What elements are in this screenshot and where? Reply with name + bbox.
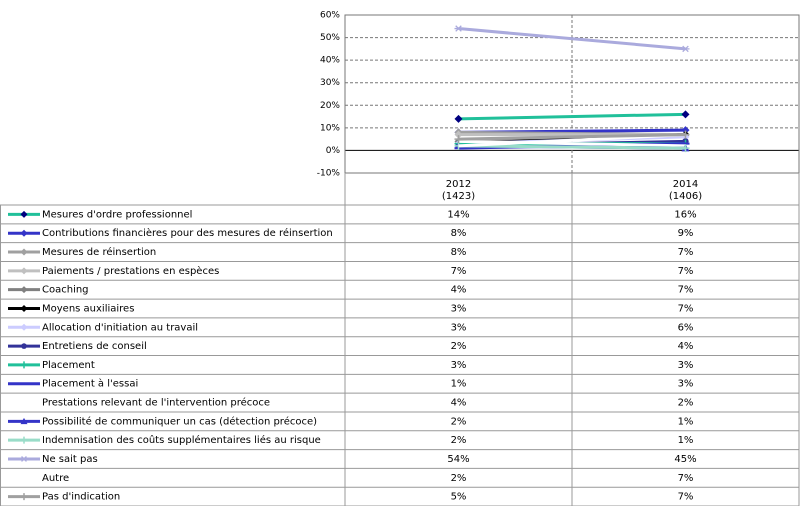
- marker: [454, 114, 463, 123]
- legend-label: Entretiens de conseil: [42, 341, 147, 352]
- marker: [454, 25, 463, 32]
- marker: [454, 130, 463, 139]
- marker: [20, 304, 28, 312]
- table-value: 7%: [678, 492, 694, 503]
- table-value: 7%: [451, 266, 467, 277]
- table-value: 4%: [678, 341, 694, 352]
- legend-label: Placement à l'essai: [42, 378, 138, 390]
- table-value: 3%: [678, 360, 694, 371]
- marker: [20, 436, 28, 444]
- marker: [20, 323, 28, 331]
- marker: [20, 456, 28, 462]
- table-value: 3%: [678, 379, 694, 390]
- marker: [681, 144, 690, 153]
- marker: [20, 493, 28, 501]
- marker: [454, 135, 463, 144]
- legend-label: Mesures d'ordre professionnel: [42, 209, 192, 220]
- marker: [20, 361, 28, 369]
- y-tick-label: 0%: [326, 146, 341, 156]
- table-value: 7%: [678, 473, 694, 484]
- table-value: 45%: [674, 454, 696, 465]
- x-tick-note: (1423): [442, 191, 475, 202]
- legend-label: Paiements / prestations en espèces: [42, 265, 219, 277]
- table-value: 8%: [451, 228, 467, 239]
- table-value: 3%: [451, 303, 467, 314]
- table-value: 2%: [451, 435, 467, 446]
- table-value: 7%: [678, 266, 694, 277]
- series-line: [458, 139, 686, 148]
- table-value: 7%: [678, 285, 694, 296]
- y-tick-label: 50%: [320, 33, 340, 43]
- marker: [20, 229, 28, 237]
- legend-label: Mesures de réinsertion: [42, 246, 156, 258]
- table-value: 2%: [451, 341, 467, 352]
- marker: [681, 126, 690, 135]
- table-value: 1%: [678, 435, 694, 446]
- legend-label: Ne sait pas: [42, 454, 98, 465]
- marker: [20, 267, 28, 275]
- legend-label: Autre: [42, 473, 69, 484]
- marker: [681, 110, 690, 119]
- marker: [681, 130, 690, 139]
- series-line: [458, 133, 686, 141]
- table-value: 2%: [451, 416, 467, 427]
- legend-label: Possibilité de communiquer un cas (détec…: [42, 415, 317, 427]
- marker: [20, 286, 28, 294]
- table-value: 4%: [451, 398, 467, 409]
- y-tick-label: -10%: [317, 169, 341, 179]
- table-value: 5%: [451, 492, 467, 503]
- x-tick-note: (1406): [669, 191, 702, 202]
- table-value: 3%: [451, 360, 467, 371]
- table-value: 4%: [451, 285, 467, 296]
- marker: [20, 210, 28, 218]
- series-line: [458, 112, 686, 121]
- legend-label: Indemnisation des coûts supplémentaires …: [42, 434, 321, 446]
- table-value: 7%: [678, 303, 694, 314]
- legend-label: Moyens auxiliaires: [42, 303, 134, 314]
- marker: [21, 343, 27, 349]
- table-value: 7%: [678, 247, 694, 258]
- legend-label: Coaching: [42, 285, 89, 296]
- y-tick-label: 60%: [320, 11, 340, 21]
- x-tick-label: 2014: [673, 179, 698, 190]
- legend-label: Pas d'indication: [42, 492, 120, 503]
- marker: [681, 45, 690, 53]
- table-value: 16%: [674, 209, 696, 220]
- table-value: 6%: [678, 322, 694, 333]
- table-value: 1%: [678, 416, 694, 427]
- table-value: 9%: [678, 228, 694, 239]
- y-tick-label: 10%: [320, 123, 340, 133]
- legend-label: Contributions financières pour des mesur…: [42, 227, 333, 239]
- legend-label: Allocation d'initiation au travail: [42, 322, 198, 333]
- table-value: 3%: [451, 322, 467, 333]
- y-tick-label: 40%: [320, 56, 340, 66]
- table-value: 8%: [451, 247, 467, 258]
- series-line: [458, 144, 686, 150]
- table-value: 14%: [447, 209, 469, 220]
- series-line: [458, 27, 686, 51]
- y-tick-label: 20%: [320, 101, 340, 111]
- table-value: 2%: [678, 398, 694, 409]
- legend-label: Placement: [42, 360, 95, 371]
- legend-label: Prestations relevant de l'intervention p…: [42, 397, 270, 409]
- table-value: 1%: [451, 379, 467, 390]
- table-value: 54%: [447, 454, 469, 465]
- y-tick-label: 30%: [320, 78, 340, 88]
- marker: [20, 248, 28, 256]
- table-value: 2%: [451, 473, 467, 484]
- x-tick-label: 2012: [446, 179, 471, 190]
- marker: [20, 417, 28, 425]
